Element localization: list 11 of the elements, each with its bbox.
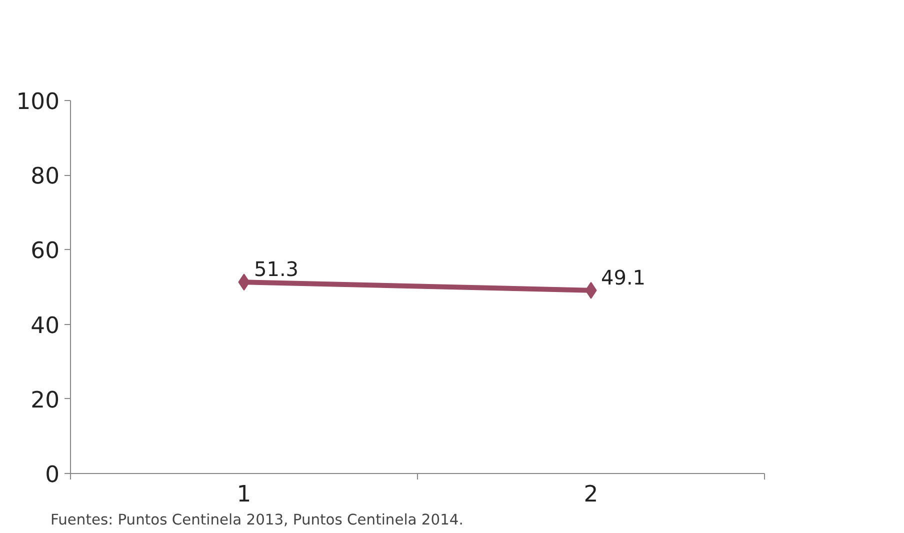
y-tick-label: 100: [16, 89, 60, 115]
y-tick-label: 40: [30, 312, 60, 339]
x-tick-label: 1: [236, 482, 252, 508]
y-tick-label: 80: [30, 164, 60, 190]
y-tick-label: 0: [45, 462, 60, 488]
y-tick-label: 60: [30, 238, 60, 264]
source-note: Fuentes: Puntos Centinela 2013, Puntos Centinela 2014.: [50, 512, 464, 528]
y-tick-label: 20: [30, 387, 60, 414]
x-tick-label: 2: [584, 482, 598, 508]
data-label: 49.1: [601, 265, 646, 290]
data-label: 51.3: [254, 257, 299, 282]
